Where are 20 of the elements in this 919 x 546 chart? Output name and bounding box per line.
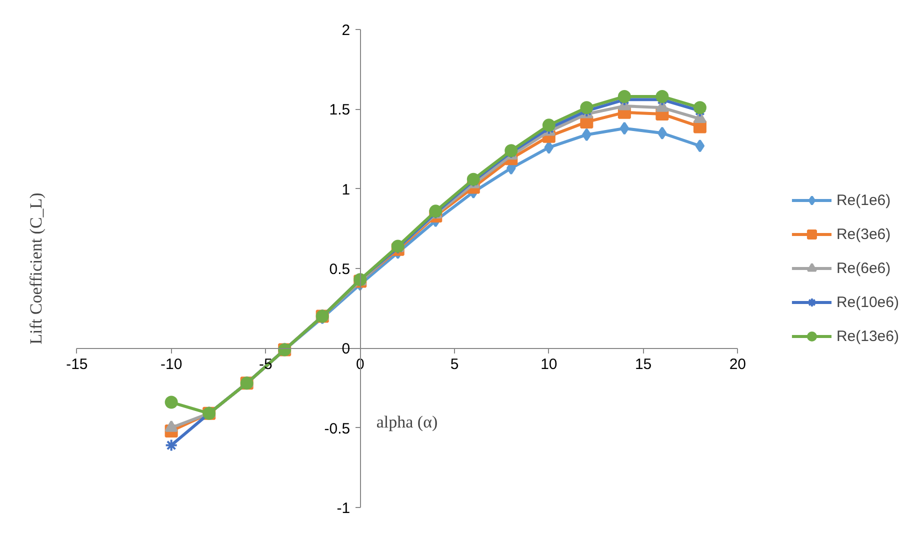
x-tick-label: 5 — [450, 356, 459, 374]
y-tick-label: 1.5 — [329, 102, 350, 119]
x-tick-label: -10 — [160, 356, 182, 374]
x-tick-label: 15 — [634, 356, 652, 374]
x-tick-label: 10 — [540, 356, 558, 374]
x-tick-label: -15 — [66, 356, 88, 374]
legend-label: Re(10e6) — [836, 294, 899, 310]
legend-label: Re(3e6) — [836, 226, 891, 242]
y-axis-title: Lift Coefficient (C_L) — [26, 192, 46, 344]
legend-label: Re(1e6) — [836, 192, 891, 208]
y-tick-label: -0.5 — [324, 420, 350, 438]
y-tick-label: 1 — [342, 181, 350, 198]
y-tick-label: 2 — [342, 22, 350, 40]
y-tick-label: 0 — [342, 340, 350, 358]
y-tick-label: -1 — [336, 500, 350, 517]
legend-label: Re(13e6) — [836, 328, 899, 344]
x-axis-title: alpha (α) — [376, 412, 438, 432]
x-tick-label: 20 — [729, 356, 746, 374]
legend-label: Re(6e6) — [836, 260, 891, 276]
y-tick-label: 0.5 — [329, 261, 350, 278]
